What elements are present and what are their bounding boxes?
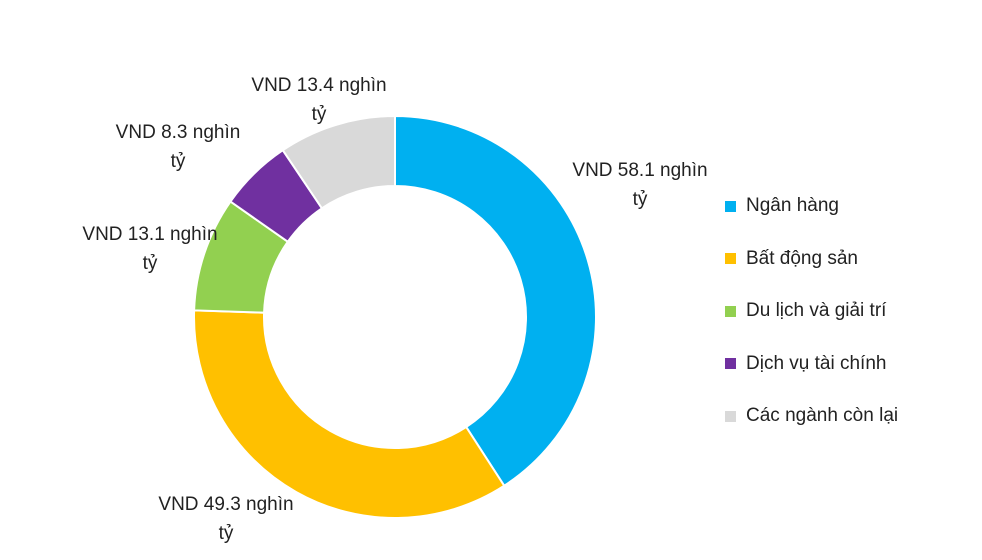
legend-label: Dịch vụ tài chính — [746, 352, 887, 374]
data-label-ngan-hang: VND 58.1 nghìn tỷ — [550, 156, 730, 214]
data-label-bat-dong-san: VND 49.3 nghìn tỷ — [136, 490, 316, 548]
donut-slice-ngan-hang — [394, 114, 597, 488]
data-label-cac-nganh-con-lai: VND 13.4 nghìn tỷ — [229, 71, 409, 129]
data-label-line: tỷ — [632, 189, 648, 210]
legend: Ngân hàng Bất động sản Du lịch và giải t… — [725, 180, 898, 443]
legend-swatch — [725, 358, 736, 370]
legend-item-du-lich: Du lịch và giải trí — [725, 285, 898, 338]
data-label-line: VND 13.4 nghìn — [251, 75, 387, 96]
legend-item-bat-dong-san: Bất động sản — [725, 233, 898, 286]
data-label-du-lich: VND 13.1 nghìn tỷ — [60, 220, 240, 278]
data-label-line: tỷ — [142, 253, 158, 274]
data-label-dich-vu-tai-chinh: VND 8.3 nghìn tỷ — [88, 118, 268, 176]
legend-label: Du lịch và giải trí — [746, 300, 887, 322]
legend-swatch — [725, 253, 736, 265]
data-label-line: VND 8.3 nghìn — [115, 122, 241, 143]
data-label-line: VND 49.3 nghìn — [158, 494, 294, 515]
legend-swatch — [725, 305, 736, 317]
donut-slice-cac-nganh-con-lai — [281, 114, 396, 210]
legend-item-cac-nganh-con-lai: Các ngành còn lại — [725, 390, 898, 443]
legend-swatch — [725, 200, 736, 212]
legend-item-ngan-hang: Ngân hàng — [725, 180, 898, 233]
legend-label: Các ngành còn lại — [746, 405, 899, 427]
data-label-line: VND 58.1 nghìn — [572, 160, 708, 181]
data-label-line: tỷ — [311, 104, 327, 125]
legend-swatch — [725, 410, 736, 422]
data-label-line: tỷ — [218, 523, 234, 544]
legend-label: Bất động sản — [746, 247, 858, 269]
data-label-line: VND 13.1 nghìn — [82, 224, 218, 245]
data-label-line: tỷ — [170, 151, 186, 172]
donut-slice-bat-dong-san — [193, 309, 506, 520]
legend-item-dich-vu-tai-chinh: Dịch vụ tài chính — [725, 338, 898, 391]
legend-label: Ngân hàng — [746, 195, 839, 217]
